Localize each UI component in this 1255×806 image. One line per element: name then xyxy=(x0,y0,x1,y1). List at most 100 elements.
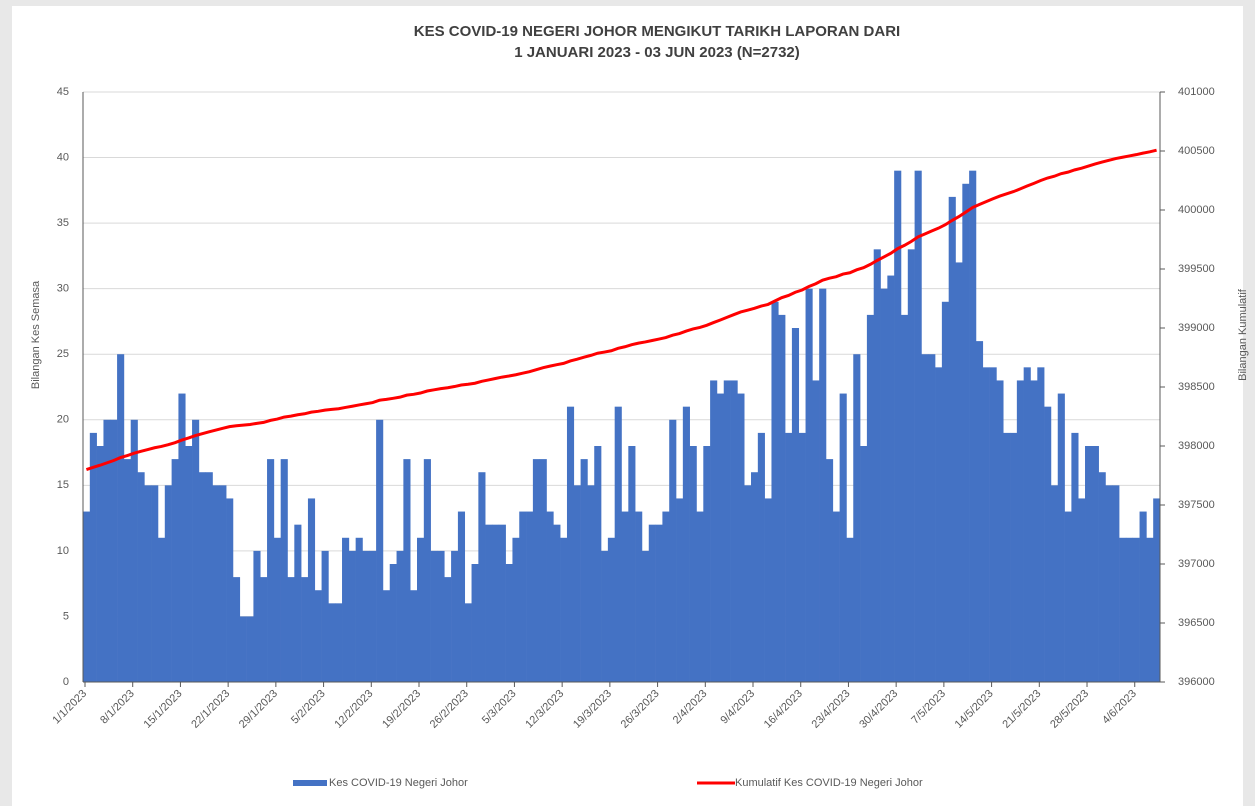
bar xyxy=(1132,537,1140,682)
bar xyxy=(267,459,275,682)
bar xyxy=(1098,472,1106,682)
legend-label: Kes COVID-19 Negeri Johor xyxy=(329,777,468,789)
bar xyxy=(798,432,806,682)
y2-tick-label: 399000 xyxy=(1178,322,1215,334)
bar xyxy=(389,564,397,682)
bar xyxy=(716,393,725,682)
bar xyxy=(444,577,452,682)
bar xyxy=(751,472,759,682)
bar xyxy=(955,262,963,682)
y-tick-label: 10 xyxy=(57,545,69,557)
bar xyxy=(601,550,609,682)
bar xyxy=(723,380,731,682)
bar xyxy=(464,603,472,682)
bar xyxy=(621,511,629,682)
bar xyxy=(696,511,704,682)
bar xyxy=(219,485,227,682)
bar xyxy=(294,524,302,682)
bar xyxy=(1119,537,1127,682)
bar xyxy=(205,472,213,682)
chart-title: 1 JANUARI 2023 - 03 JUN 2023 (N=2732) xyxy=(514,44,800,61)
y-tick-label: 15 xyxy=(57,479,69,491)
bar xyxy=(546,511,554,682)
bar xyxy=(819,288,827,682)
bar xyxy=(382,590,391,682)
bar xyxy=(1085,446,1093,682)
bar xyxy=(423,459,431,682)
bar xyxy=(662,511,670,682)
y-tick-label: 35 xyxy=(57,217,69,229)
bar xyxy=(791,328,800,682)
bar xyxy=(239,616,247,682)
bar xyxy=(485,524,493,682)
bar xyxy=(853,354,861,682)
bar xyxy=(314,590,322,682)
bar xyxy=(512,537,520,682)
bar xyxy=(532,459,541,682)
bar xyxy=(1064,511,1072,682)
chart-title: KES COVID-19 NEGERI JOHOR MENGIKUT TARIK… xyxy=(414,23,900,40)
bar xyxy=(1016,380,1024,682)
bar xyxy=(982,367,990,682)
bar xyxy=(1010,432,1018,682)
bar xyxy=(730,380,738,682)
y2-tick-label: 397500 xyxy=(1178,499,1215,511)
bar xyxy=(682,406,690,682)
bar xyxy=(907,249,915,683)
bar xyxy=(778,314,786,682)
bar xyxy=(887,275,895,682)
bar xyxy=(1105,485,1113,682)
y2-tick-label: 399500 xyxy=(1178,263,1215,275)
bar xyxy=(935,367,943,682)
bar xyxy=(1037,367,1045,682)
bar xyxy=(580,459,588,682)
y-tick-label: 30 xyxy=(57,283,69,295)
bar xyxy=(866,314,875,682)
y2-tick-label: 398000 xyxy=(1178,440,1215,452)
bar xyxy=(164,485,172,682)
bar xyxy=(962,183,970,682)
bar xyxy=(117,354,125,682)
bar xyxy=(757,432,765,682)
bar xyxy=(900,314,909,682)
bar xyxy=(328,603,336,682)
bar xyxy=(144,485,152,682)
bar xyxy=(832,511,840,682)
bar xyxy=(573,485,581,682)
bar xyxy=(635,511,643,682)
bar xyxy=(321,550,329,682)
bar xyxy=(641,550,650,682)
y2-tick-label: 400000 xyxy=(1178,204,1215,216)
bar xyxy=(975,341,984,682)
bar xyxy=(212,485,220,682)
bar xyxy=(355,537,363,682)
bar xyxy=(948,196,956,682)
y2-tick-label: 396500 xyxy=(1178,617,1215,629)
y2-axis-title: Bilangan Kumulatif xyxy=(1237,288,1249,381)
bar xyxy=(287,577,295,682)
bar xyxy=(880,288,888,682)
bar xyxy=(498,524,506,682)
bar xyxy=(232,577,241,682)
bar xyxy=(825,459,834,682)
y-axis-title: Bilangan Kes Semasa xyxy=(30,280,42,389)
bar xyxy=(246,616,254,682)
bar xyxy=(648,524,656,682)
bar xyxy=(941,301,949,682)
y2-tick-label: 400500 xyxy=(1178,145,1215,157)
bar xyxy=(676,498,684,682)
bar xyxy=(996,380,1004,682)
legend-label: Kumulatif Kes COVID-19 Negeri Johor xyxy=(735,777,923,789)
bar xyxy=(812,380,820,682)
bar xyxy=(417,537,425,682)
y-tick-label: 5 xyxy=(63,610,69,622)
bar xyxy=(83,511,91,682)
bar xyxy=(471,564,479,682)
bar xyxy=(430,550,438,682)
bar xyxy=(505,564,513,682)
bar xyxy=(198,472,206,682)
bar xyxy=(335,603,343,682)
bar xyxy=(1112,485,1120,682)
bar xyxy=(1050,485,1059,682)
bar xyxy=(151,485,159,682)
